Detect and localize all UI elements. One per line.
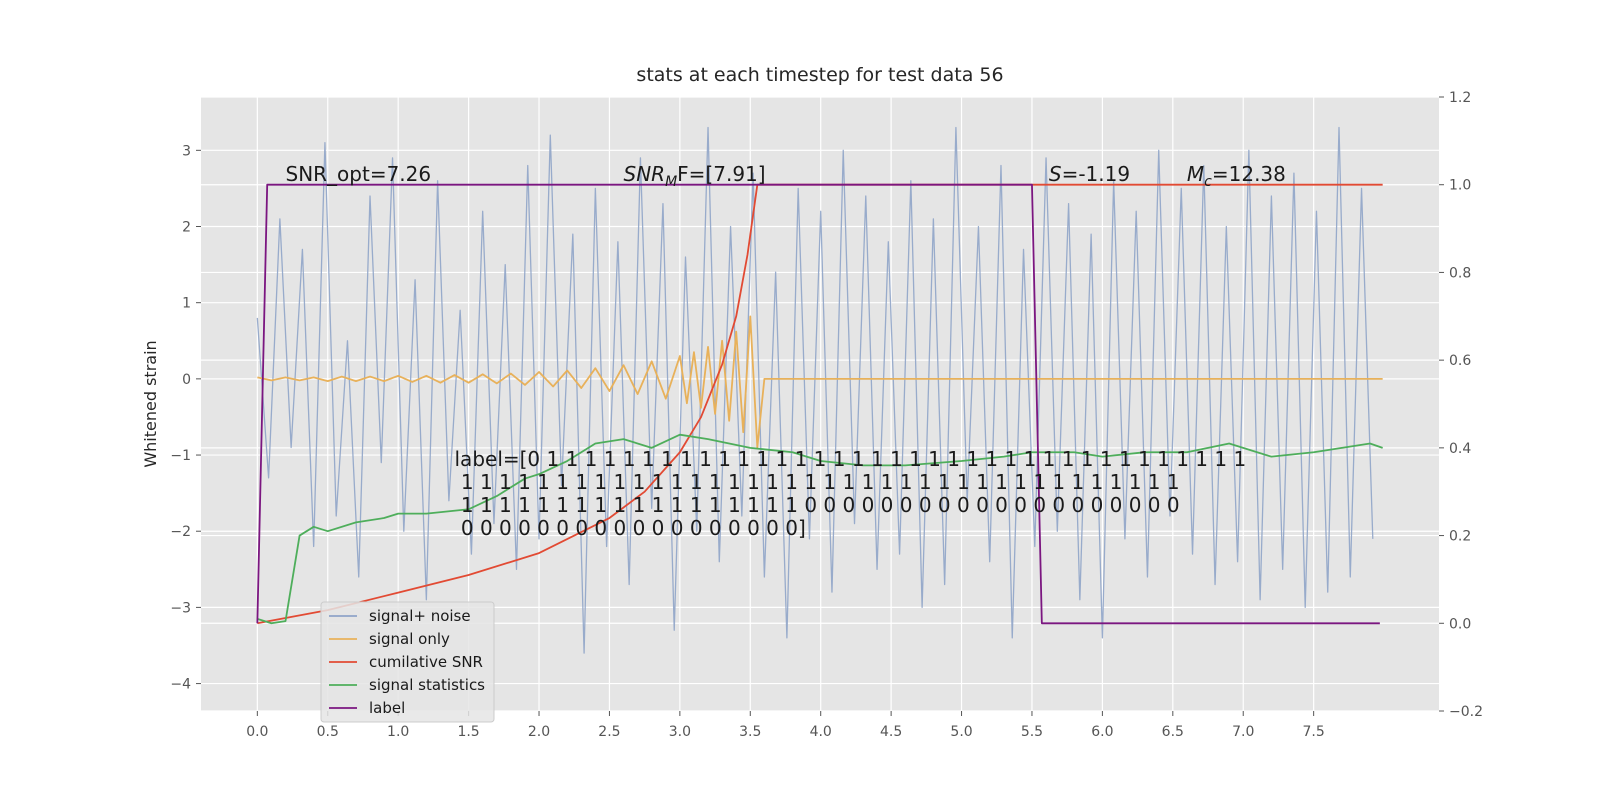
legend-label: signal only	[369, 630, 450, 648]
x-tick-label: 7.0	[1232, 724, 1254, 740]
annotation-value: =-1.19	[1062, 162, 1131, 186]
annotation: S=-1.19	[1049, 162, 1130, 186]
y2-tick-label: 0.6	[1449, 353, 1471, 369]
legend-label: signal statistics	[369, 676, 485, 694]
x-tick-label: 2.5	[598, 724, 620, 740]
annotation: SNRMF=[7.91]	[624, 162, 766, 190]
y-tick-label: −1	[170, 448, 191, 464]
label-text-line: label=[0 1 1 1 1 1 1 1 1 1 1 1 1 1 1 1 1…	[455, 447, 1247, 471]
annotation-symbol: SNR	[624, 162, 666, 186]
series-line	[256, 126, 1374, 654]
y-tick-label: −2	[170, 524, 191, 540]
y-tick-label: 2	[182, 220, 191, 236]
annotation-symbol: S	[1049, 162, 1062, 186]
annotation: Mc=12.38	[1187, 162, 1286, 190]
y-axis-label: Whitened strain	[141, 340, 160, 467]
y-tick-label: −4	[170, 677, 191, 693]
y2-tick-label: 1.2	[1449, 90, 1471, 106]
label-text-line: 1 1 1 1 1 1 1 1 1 1 1 1 1 1 1 1 1 1 1 1 …	[455, 470, 1180, 494]
y2-tick-label: −0.2	[1449, 704, 1483, 720]
y-tick-label: 1	[182, 296, 191, 312]
y2-tick-label: 0.0	[1449, 616, 1471, 632]
y2-tick-label: 0.2	[1449, 529, 1471, 545]
series-line	[257, 183, 1383, 625]
x-tick-label: 0.0	[246, 724, 268, 740]
x-tick-label: 3.5	[739, 724, 761, 740]
x-tick-label: 0.5	[317, 724, 339, 740]
legend-label: signal+ noise	[369, 607, 471, 625]
x-tick-label: 5.5	[1021, 724, 1043, 740]
y-tick-label: 3	[182, 143, 191, 159]
x-tick-label: 4.5	[880, 724, 902, 740]
legend-label: label	[369, 699, 405, 717]
legend-label: cumilative SNR	[369, 653, 483, 671]
y-tick-label: −3	[170, 600, 191, 616]
x-tick-label: 1.5	[457, 724, 479, 740]
x-tick-label: 1.0	[387, 724, 409, 740]
annotation-value: =12.38	[1212, 162, 1286, 186]
x-tick-label: 7.5	[1303, 724, 1325, 740]
series-line	[257, 433, 1383, 625]
x-tick-label: 6.5	[1162, 724, 1184, 740]
legend-box	[320, 601, 495, 723]
annotation-subscript: c	[1204, 174, 1212, 190]
x-tick-label: 6.0	[1091, 724, 1113, 740]
chart-title: stats at each timestep for test data 56	[636, 64, 1003, 86]
x-tick-label: 4.0	[810, 724, 832, 740]
x-tick-label: 5.0	[950, 724, 972, 740]
series-line	[257, 315, 1383, 449]
annotation-symbol: M	[1187, 162, 1204, 186]
y2-tick-label: 1.0	[1449, 178, 1471, 194]
y-tick-label: 0	[182, 372, 191, 388]
annotation-subscript: M	[665, 174, 677, 190]
x-tick-label: 3.0	[669, 724, 691, 740]
y2-tick-label: 0.4	[1449, 441, 1471, 457]
annotation-value: F=[7.91]	[677, 162, 765, 186]
annotation-text: SNR_opt=7.26	[286, 162, 432, 186]
label-text-line: 0 0 0 0 0 0 0 0 0 0 0 0 0 0 0 0 0 0]	[455, 516, 806, 540]
label-text-line: 1 1 1 1 1 1 1 1 1 1 1 1 1 1 1 1 1 1 0 0 …	[455, 493, 1180, 517]
series-line	[256, 183, 1380, 625]
x-tick-label: 2.0	[528, 724, 550, 740]
y2-tick-label: 0.8	[1449, 265, 1471, 281]
annotation: SNR_opt=7.26	[286, 162, 432, 186]
